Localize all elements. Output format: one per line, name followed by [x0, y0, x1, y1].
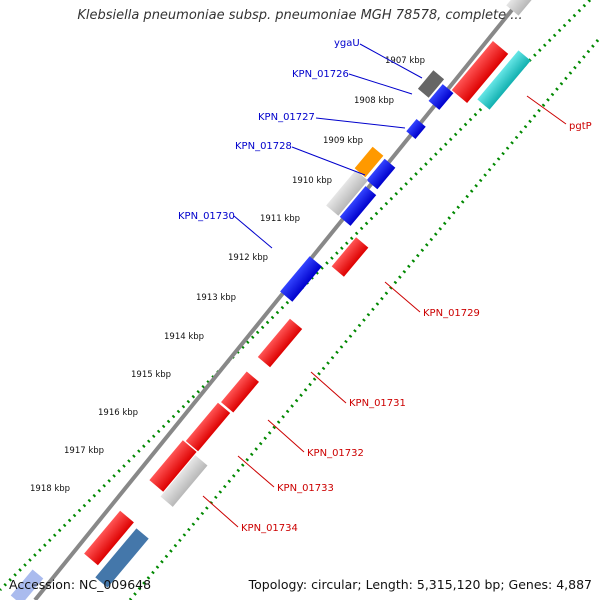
label-kpn-01732[interactable]: KPN_01732 — [307, 448, 364, 459]
gene-kpn-01731[interactable] — [257, 318, 303, 368]
gene-kpn-01733-grey[interactable] — [160, 455, 208, 507]
tick-label: 1918 kbp — [30, 484, 70, 494]
topology-summary: Topology: circular; Length: 5,315,120 bp… — [248, 577, 592, 592]
gene-labels: ygaU KPN_01726 KPN_01727 KPN_01728 KPN_0… — [178, 38, 592, 534]
label-kpn-01726[interactable]: KPN_01726 — [292, 69, 349, 80]
tick-label: 1907 kbp — [385, 56, 425, 66]
tick-label: 1913 kbp — [196, 293, 236, 303]
tick-label: 1909 kbp — [323, 136, 363, 146]
tick-label: 1917 kbp — [64, 446, 104, 456]
dotted-track-inner — [128, 39, 600, 600]
gene-kpn-01730[interactable] — [280, 256, 322, 302]
gene-pgtP-red[interactable] — [451, 41, 509, 103]
label-leaders — [202, 43, 567, 528]
gene-kpn-01732a[interactable] — [221, 371, 259, 413]
gene-ygaU-dark[interactable] — [417, 70, 445, 98]
gene-top-partial[interactable] — [506, 0, 538, 16]
accession-text: Accession: NC_009648 — [9, 577, 152, 592]
gene-features[interactable] — [10, 0, 538, 600]
gene-kpn-01729[interactable] — [331, 237, 369, 277]
gene-kpn-01728-blue2[interactable] — [339, 186, 377, 226]
tick-label: 1910 kbp — [292, 176, 332, 186]
label-pgtP[interactable]: pgtP — [569, 121, 592, 132]
tick-labels: 1907 kbp 1908 kbp 1909 kbp 1910 kbp 1911… — [30, 56, 425, 494]
tick-label: 1916 kbp — [98, 408, 138, 418]
tick-label: 1914 kbp — [164, 332, 204, 342]
gene-bottom-partial[interactable] — [10, 569, 44, 600]
label-kpn-01728[interactable]: KPN_01728 — [235, 141, 292, 152]
gene-kpn-01734[interactable] — [84, 510, 134, 566]
tick-label: 1911 kbp — [260, 214, 300, 224]
label-ygaU[interactable]: ygaU — [334, 38, 360, 49]
label-kpn-01734[interactable]: KPN_01734 — [241, 523, 298, 534]
label-kpn-01727[interactable]: KPN_01727 — [258, 112, 315, 123]
gene-kpn-01728-orange[interactable] — [354, 146, 384, 178]
label-kpn-01730[interactable]: KPN_01730 — [178, 211, 235, 222]
gene-kpn-01732b[interactable] — [185, 402, 231, 452]
tick-label: 1908 kbp — [354, 96, 394, 106]
map-title: Klebsiella pneumoniae subsp. pneumoniae … — [77, 8, 523, 23]
tick-label: 1915 kbp — [131, 370, 171, 380]
gene-kpn-01727[interactable] — [406, 119, 426, 139]
gene-pgtP-cyan[interactable] — [477, 50, 531, 110]
label-kpn-01731[interactable]: KPN_01731 — [349, 398, 406, 409]
gene-kpn-01728-grey[interactable] — [326, 170, 368, 216]
gene-kpn-01733[interactable] — [149, 440, 197, 492]
gene-ygaU-blue[interactable] — [428, 84, 454, 110]
gene-steel[interactable] — [95, 528, 149, 588]
label-kpn-01729[interactable]: KPN_01729 — [423, 308, 480, 319]
gene-kpn-01728-blue[interactable] — [366, 158, 396, 190]
tick-label: 1912 kbp — [228, 253, 268, 263]
label-kpn-01733[interactable]: KPN_01733 — [277, 483, 334, 494]
